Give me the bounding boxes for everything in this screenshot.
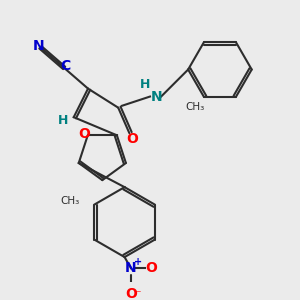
- Text: O: O: [78, 127, 90, 141]
- Text: +: +: [134, 257, 142, 268]
- Text: O: O: [125, 287, 137, 300]
- Text: H: H: [58, 114, 69, 127]
- Text: CH₃: CH₃: [185, 102, 204, 112]
- Text: N: N: [33, 39, 45, 53]
- Text: C: C: [61, 59, 71, 74]
- Text: ⁻: ⁻: [135, 288, 141, 300]
- Text: O: O: [146, 261, 158, 275]
- Text: H: H: [140, 78, 150, 91]
- Text: N: N: [151, 89, 162, 103]
- Text: O: O: [127, 132, 139, 146]
- Text: N: N: [125, 261, 137, 275]
- Text: CH₃: CH₃: [61, 196, 80, 206]
